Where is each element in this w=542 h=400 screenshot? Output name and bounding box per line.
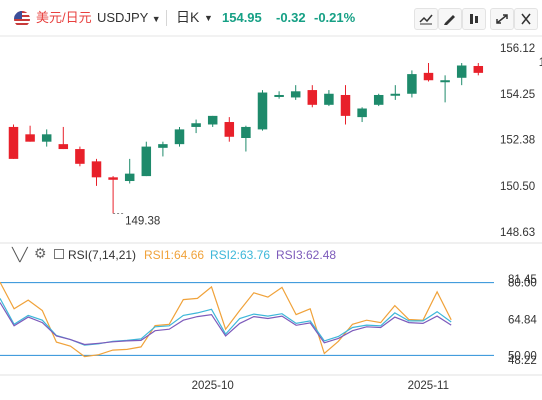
- rsi-tick-label: 81.45: [508, 274, 537, 286]
- rsi-series-line: [0, 281, 452, 358]
- rsi-tick-label: 64.84: [508, 314, 537, 326]
- candle-up: [440, 80, 450, 83]
- price-tick-label: 156.12: [500, 43, 535, 55]
- candle-up: [207, 115, 218, 125]
- compare-icon[interactable]: [462, 8, 486, 30]
- price-change-percent: -0.21%: [314, 10, 356, 25]
- candle-up: [41, 134, 52, 142]
- rsi1-value: RSI1:64.66: [144, 248, 205, 262]
- rsi-series-line: [0, 302, 452, 346]
- price-change: -0.32: [276, 10, 306, 25]
- settings-icon[interactable]: ⚙: [34, 245, 47, 261]
- us-flag-icon: [14, 11, 30, 27]
- candle-down: [224, 122, 235, 137]
- rsi-header: ╲╱ ⚙ RSI(7,14,21) RSI1:64.66 RSI2:63.76 …: [0, 244, 542, 264]
- rsi3-value: RSI3:62.48: [276, 248, 337, 262]
- candle-down: [8, 126, 19, 159]
- candle-up: [274, 94, 284, 97]
- chevron-down-icon[interactable]: ▼: [204, 13, 213, 23]
- symbol-selector[interactable]: USDJPY ▼: [97, 10, 161, 27]
- line-style-icon[interactable]: [414, 8, 438, 30]
- price-tick-label: 154.25: [500, 89, 535, 101]
- date-tick-label: 2025-10: [192, 380, 234, 392]
- high-annotation: 155.38: [539, 57, 542, 69]
- chevron-down-icon: ▼: [151, 14, 161, 24]
- candle-up: [174, 129, 185, 145]
- candle-down: [423, 72, 434, 81]
- candle-down: [25, 134, 35, 142]
- candle-down: [108, 177, 118, 180]
- candle-down: [340, 94, 351, 116]
- rsi-tick-label: 48.22: [508, 355, 537, 367]
- divider: [166, 10, 167, 26]
- candle-down: [91, 161, 102, 178]
- candle-up: [373, 94, 384, 105]
- candle-up: [124, 173, 135, 182]
- candle-up: [456, 65, 467, 78]
- candle-up: [324, 93, 334, 105]
- rsi-tick-label: 50.00: [508, 350, 537, 362]
- candle-up: [141, 146, 152, 177]
- symbol-label: USDJPY: [97, 10, 149, 25]
- collapse-icon[interactable]: ╲╱: [12, 247, 28, 262]
- rsi-label: RSI(7,14,21): [68, 248, 137, 262]
- candle-down: [75, 149, 85, 164]
- candle-down: [307, 90, 318, 105]
- price-tick-label: 152.38: [500, 135, 535, 147]
- rsi-series-line: [0, 298, 452, 346]
- pair-name[interactable]: 美元/日元: [36, 10, 92, 25]
- candle-up: [158, 144, 168, 148]
- timeframe-selector[interactable]: 日K: [176, 9, 200, 25]
- candle-up: [257, 92, 268, 130]
- expand-icon[interactable]: [490, 8, 514, 30]
- candle-up: [407, 74, 417, 94]
- candle-up: [357, 108, 367, 118]
- last-price: 154.95: [222, 10, 262, 25]
- close-icon[interactable]: [514, 8, 538, 30]
- indicator-toggle-icon[interactable]: [54, 249, 64, 259]
- chart-header: 美元/日元 USDJPY ▼ 日K ▼ 154.95 -0.32 -0.21%: [0, 0, 542, 36]
- price-tick-label: 148.63: [500, 227, 535, 239]
- candle-up: [241, 126, 251, 138]
- candle-up: [290, 91, 301, 98]
- low-annotation: 149.38: [125, 215, 160, 227]
- price-tick-label: 150.50: [500, 181, 535, 193]
- candle-down: [473, 65, 484, 73]
- candle-up: [191, 123, 201, 127]
- draw-icon[interactable]: [438, 8, 462, 30]
- rsi2-value: RSI2:63.76: [210, 248, 271, 262]
- candle-down: [58, 144, 69, 150]
- rsi-tick-label: 80.00: [508, 278, 537, 290]
- candle-up: [390, 93, 401, 96]
- date-tick-label: 2025-11: [408, 380, 449, 392]
